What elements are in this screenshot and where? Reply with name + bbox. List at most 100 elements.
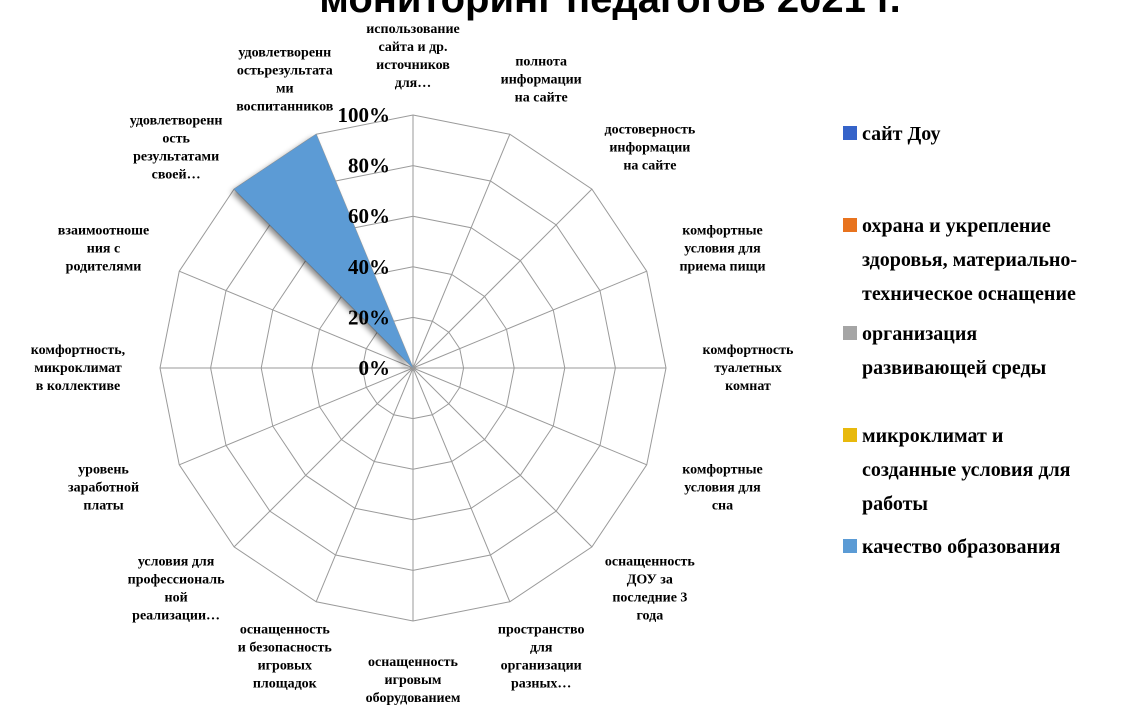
legend-item: охрана и укрепление здоровья, материально… [843, 215, 1077, 305]
category-label-line: для… [395, 76, 432, 91]
category-label-line: полнота [515, 55, 567, 70]
category-label-line: для [530, 640, 553, 655]
category-label-line: ния с [87, 242, 120, 257]
category-label-line: разных… [511, 676, 571, 691]
category-label-line: туалетных [714, 361, 782, 376]
category-label-line: сна [712, 498, 733, 513]
spoke [412, 367, 647, 466]
category-label-line: воспитанников [236, 100, 334, 115]
category-label-line: источников [376, 58, 450, 73]
category-label-line: сайта и др. [379, 40, 448, 55]
category-label-line: оснащенность [240, 622, 331, 637]
legend-label: техническое оснащение [862, 283, 1076, 305]
series-area [234, 134, 413, 368]
spoke [233, 367, 414, 548]
legend-swatch [843, 326, 857, 340]
spoke [179, 367, 414, 466]
category-label: удовлетворенн остьрезультата ми воспитанник… [236, 46, 334, 115]
category-label: оснащенность ДОУ за последние 3 года [605, 555, 696, 624]
category-label-line: комфортные [682, 462, 763, 477]
category-label-line: года [637, 609, 664, 624]
legend-swatch [843, 539, 857, 553]
category-label-line: удовлетворенн [238, 46, 331, 61]
category-label: использование сайта и др. источников для… [366, 22, 460, 91]
category-label-line: профессиональ [128, 573, 225, 588]
category-label: комфортность туалетных комнат [703, 343, 794, 394]
category-label-line: достоверность [604, 122, 695, 137]
category-label-line: своей… [152, 167, 201, 182]
grid [159, 114, 667, 622]
category-label: комфортность, микроклимат в коллективе [31, 343, 125, 394]
y-tick-label: 20% [348, 305, 390, 329]
y-tick-label: 60% [348, 204, 390, 228]
category-label-line: комфортность [703, 343, 794, 358]
category-label: комфортные условия для сна [682, 462, 763, 513]
category-label-line: на сайте [623, 158, 676, 173]
category-label: взаимоотноше ния с родителями [58, 224, 149, 275]
category-label-line: информации [609, 140, 690, 155]
category-label-line: и безопасность [238, 640, 333, 655]
spoke [315, 367, 414, 602]
spoke [412, 188, 593, 369]
category-label-line: комфортные [682, 224, 763, 239]
category-label-line: условия для [138, 555, 215, 570]
category-label-line: оснащенность [605, 555, 696, 570]
y-tick-label: 100% [338, 103, 391, 127]
legend-item: качество образования [843, 536, 1061, 558]
y-tick-label: 80% [348, 154, 390, 178]
category-label-line: условия для [684, 242, 761, 257]
category-label-line: пространство [498, 622, 585, 637]
category-label: условия для профессиональ ной реализации… [128, 555, 225, 624]
category-label-line: остьрезультата [237, 64, 333, 79]
category-label: достоверность информации на сайте [604, 122, 695, 173]
category-label-line: микроклимат [34, 361, 122, 376]
category-label-line: реализации… [132, 609, 220, 624]
legend-label: микроклимат и [862, 425, 1003, 447]
category-label: удовлетворенн ость результатами своей… [130, 113, 223, 182]
category-label-line: удовлетворенн [130, 113, 223, 128]
category-label-line: ной [165, 591, 188, 606]
legend-swatch [843, 126, 857, 140]
legend-label: развивающей среды [862, 357, 1047, 379]
category-label-line: заработной [68, 480, 139, 495]
y-tick-label: 0% [359, 356, 391, 380]
category-label: уровень заработной платы [68, 462, 139, 513]
legend-item: микроклимат и созданные условия для работы [843, 425, 1071, 515]
category-label-line: результатами [133, 149, 219, 164]
spoke [179, 270, 414, 369]
spoke [412, 270, 647, 369]
category-label-line: комнат [725, 379, 771, 394]
category-label-line: приема пищи [679, 260, 765, 275]
legend-label: качество образования [862, 536, 1061, 558]
category-label-line: использование [366, 22, 460, 37]
legend-label: сайт Доу [862, 123, 940, 145]
category-label-line: площадок [253, 676, 318, 691]
category-label-line: в коллективе [36, 379, 120, 394]
spoke [412, 367, 593, 548]
category-label-line: ми [276, 82, 294, 97]
legend-swatch [843, 218, 857, 232]
category-label-line: условия для [684, 480, 761, 495]
legend-label: организация [862, 323, 977, 345]
category-label-line: взаимоотноше [58, 224, 149, 239]
category-label-line: комфортность, [31, 343, 125, 358]
category-label-line: последние 3 [612, 591, 687, 606]
category-label: оснащенность и безопасность игровых площадо… [238, 622, 333, 691]
category-label-line: оборудованием [366, 691, 461, 706]
category-label: оснащенность игровым оборудованием [366, 655, 461, 706]
category-label-line: игровым [385, 673, 442, 688]
category-label-line: организации [501, 658, 582, 673]
legend-label: созданные условия для [862, 459, 1071, 481]
category-label-line: ДОУ за [627, 573, 673, 588]
category-label: комфортные условия для приема пищи [679, 224, 765, 275]
legend-item: организация развивающей среды [843, 323, 1047, 379]
category-label: полнота информации на сайте [501, 55, 582, 106]
category-label-line: информации [501, 73, 582, 88]
category-label-line: ость [162, 131, 190, 146]
legend-label: здоровья, материально- [862, 249, 1077, 271]
category-label-line: на сайте [515, 91, 568, 106]
legend-swatch [843, 428, 857, 442]
category-label: пространство для организации разных… [498, 622, 585, 691]
chart-title: мониторинг педагогов 2021 г. [319, 0, 900, 21]
